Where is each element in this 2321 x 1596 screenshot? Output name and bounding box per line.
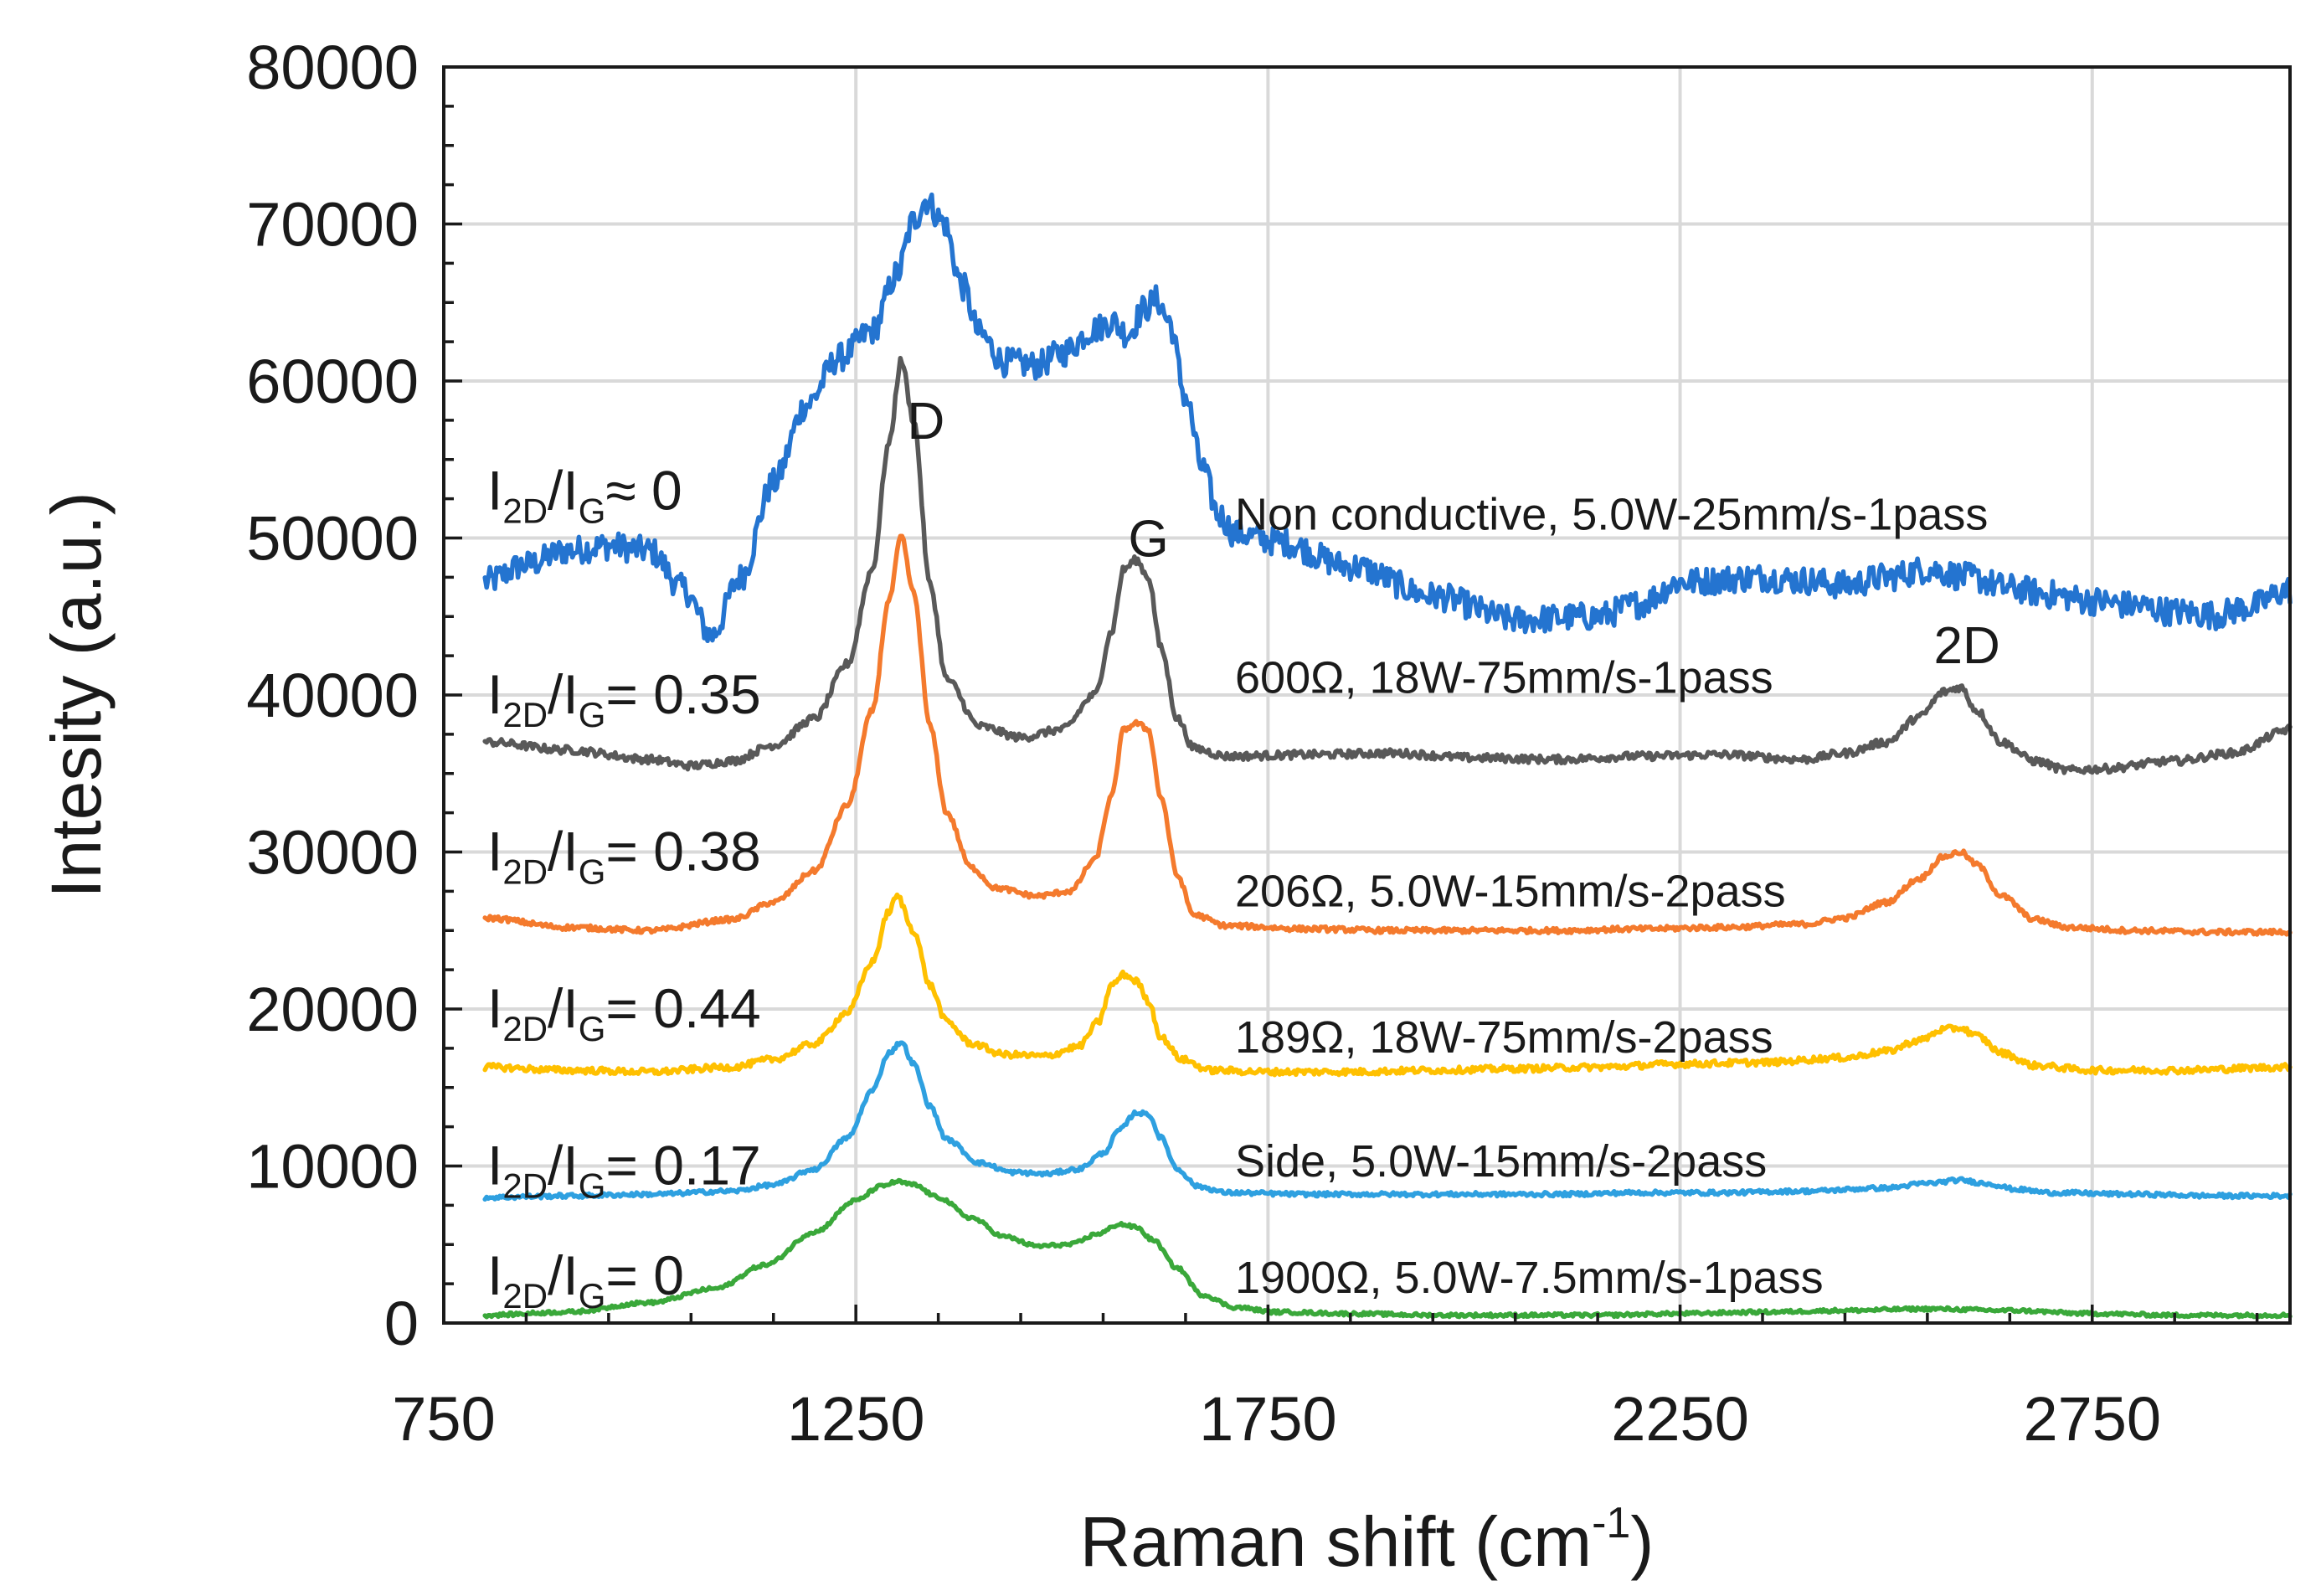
y-axis-title: Intesity (a.u.) [37,492,116,898]
series-line-0 [482,192,2293,644]
y-tick-label: 40000 [246,661,419,730]
x-tick-label: 2750 [2023,1384,2161,1454]
ratio-labels: I2D/IG≈ 0 I2D/IG= 0.35 I2D/IG= 0.38 I2D/IG=… [487,459,761,1315]
ratio-label: I2D/IG= 0.17 [487,1135,761,1206]
peak-label: D [907,393,944,450]
grid-lines [444,65,2290,1323]
y-tick-label: 70000 [246,190,419,260]
y-tick-label: 60000 [246,347,419,416]
x-axis-title-main: Raman shift (cm [1080,1502,1592,1581]
x-tick-label: 1750 [1199,1384,1337,1454]
ratio-label: I2D/IG≈ 0 [487,459,682,530]
ratio-label: I2D/IG= 0.35 [487,663,761,734]
y-tick-label: 30000 [246,818,419,888]
series-label: 206Ω, 5.0W-15mm/s-2pass [1235,867,1786,917]
axis-ticks [442,65,2259,1325]
x-axis-title: Raman shift (cm-1) [1080,1499,1655,1581]
x-tick-label: 1250 [787,1384,925,1454]
series-line-1 [482,355,2293,775]
series-label: Side, 5.0W-15mm/s-2pass [1235,1136,1767,1187]
y-tick-label: 10000 [246,1132,419,1202]
series-line-5 [482,1177,2293,1320]
y-tick-label: 0 [384,1289,419,1358]
y-tick-label: 20000 [246,975,419,1044]
y-tick-labels: 0 10000 20000 30000 40000 50000 60000 70000 8000… [246,33,419,1358]
x-axis-title-close: ) [1630,1502,1654,1581]
series-line-3 [482,892,2293,1078]
x-tick-label: 2250 [1611,1384,1749,1454]
peak-label: 2D [1933,617,1999,675]
series-labels: Non conductive, 5.0W-25mm/s-1pass 600Ω, 1… [1235,490,1988,1303]
series-label: 600Ω, 18W-75mm/s-1pass [1235,653,1773,703]
ratio-label: I2D/IG= 0.38 [487,821,761,892]
x-tick-labels: 750 1250 1750 2250 2750 [392,1384,2161,1454]
series-line-4 [482,1040,2293,1202]
series-label: Non conductive, 5.0W-25mm/s-1pass [1235,490,1988,540]
peak-label: G [1129,511,1169,569]
series-label: 1900Ω, 5.0W-7.5mm/s-1pass [1235,1253,1824,1303]
series-label: 189Ω, 18W-75mm/s-2pass [1235,1012,1773,1063]
x-tick-label: 750 [392,1384,495,1454]
ratio-label: I2D/IG= 0.44 [487,977,761,1048]
peak-labels: D G 2D [907,393,1999,675]
series-line-2 [482,533,2293,937]
spectra-traces [482,192,2293,1320]
ratio-label: I2D/IG= 0 [487,1244,684,1315]
y-tick-label: 80000 [246,33,419,102]
y-tick-label: 50000 [246,504,419,574]
x-axis-title-superscript: -1 [1592,1499,1630,1547]
